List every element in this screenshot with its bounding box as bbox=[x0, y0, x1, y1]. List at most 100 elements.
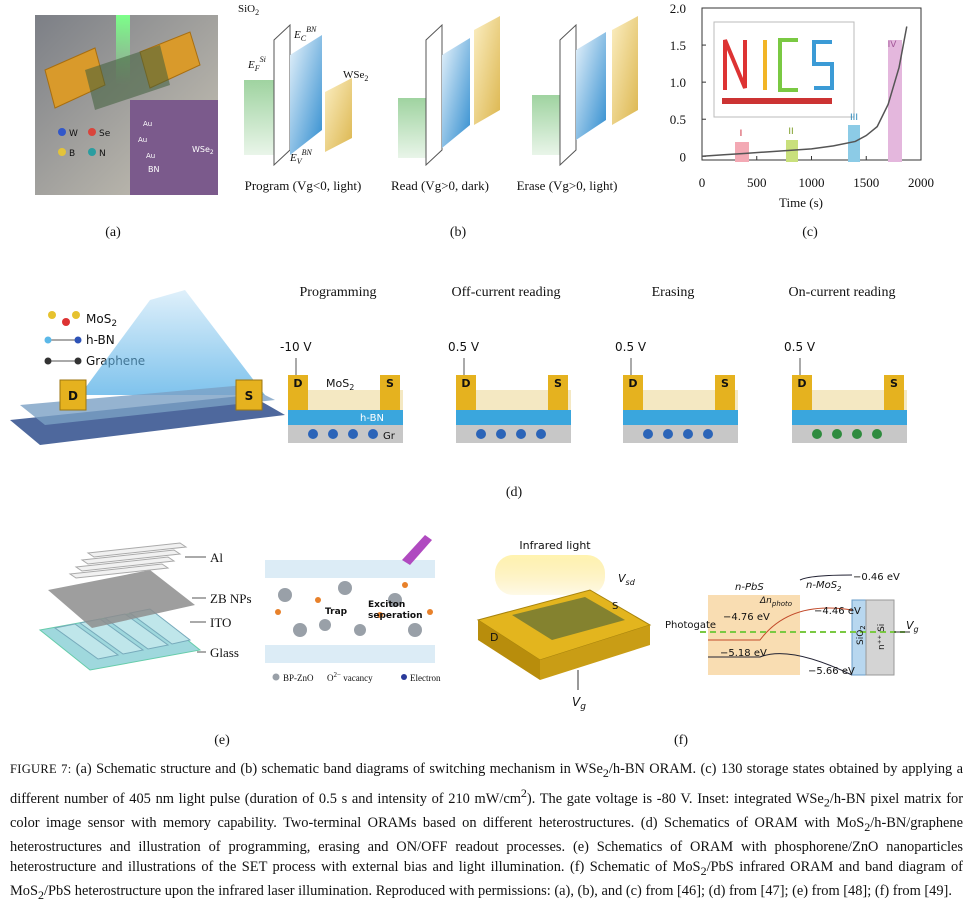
contact bbox=[548, 375, 568, 410]
contact-label: D bbox=[68, 389, 78, 403]
layer-label-part: 2 bbox=[349, 383, 354, 392]
annotation: Trap bbox=[325, 607, 348, 617]
panel-label: (c) bbox=[802, 225, 818, 240]
legend-dot bbox=[58, 148, 66, 156]
contact-label: D bbox=[293, 377, 302, 390]
y-tick-label: 1.0 bbox=[670, 75, 686, 90]
nanoparticles bbox=[48, 570, 195, 628]
band-label: n⁺⁺ Si bbox=[877, 624, 887, 650]
light-cone bbox=[80, 290, 265, 395]
caption-label: FIGURE 7: bbox=[10, 762, 76, 776]
region bbox=[888, 40, 902, 162]
carrier bbox=[516, 429, 526, 439]
light-beam bbox=[402, 535, 432, 565]
carrier bbox=[872, 429, 882, 439]
panel-c: I II III IV Time (s) (c) 0 500 1000 1500 200… bbox=[670, 1, 934, 240]
annotation: Exciton seperation bbox=[368, 600, 423, 621]
panel-b: SiO2 EFSi ECBN WSe2 EVBN Program (Vg<0, … bbox=[238, 3, 638, 240]
stage-voltage: 0.5 V bbox=[448, 340, 480, 354]
band-line bbox=[708, 653, 853, 676]
band-label: −5.18 eV bbox=[720, 648, 767, 659]
pbs-region bbox=[708, 595, 800, 675]
band-label: ECBN bbox=[293, 25, 317, 43]
y-tick-label: 0 bbox=[680, 149, 687, 164]
inset-letter bbox=[723, 39, 747, 90]
contact-label: S bbox=[721, 377, 729, 390]
band-label: Vg bbox=[906, 619, 919, 634]
band bbox=[474, 16, 500, 125]
legend-label: N bbox=[99, 149, 106, 159]
contact bbox=[59, 379, 87, 411]
particles bbox=[278, 581, 422, 637]
x-tick-label: 2000 bbox=[908, 175, 934, 190]
layer-label: h-BN bbox=[360, 413, 384, 424]
stage-title: On-current reading bbox=[789, 285, 896, 300]
ir-light bbox=[495, 555, 605, 595]
carrier bbox=[368, 429, 378, 439]
contact-label: S bbox=[245, 389, 254, 403]
contact bbox=[380, 375, 400, 410]
contact-label: S bbox=[386, 377, 394, 390]
annotation: Vg bbox=[572, 695, 586, 712]
contact-label: D bbox=[628, 377, 637, 390]
legend-dot bbox=[401, 674, 407, 680]
band-line bbox=[708, 607, 853, 641]
figure: W Se B N Au Au Au WSe2 BN (a) SiO2 EFSi … bbox=[10, 1, 934, 748]
caption-normal: /h-BN pixel matrix for color image senso… bbox=[10, 790, 963, 831]
carrier bbox=[663, 429, 673, 439]
contact bbox=[456, 375, 476, 410]
layer-hbn bbox=[792, 410, 907, 425]
legend-atom bbox=[44, 336, 52, 344]
stage-title: Erasing bbox=[652, 285, 695, 300]
panel-d: MoS2 h-BN Graphene D S (d) Programming-1… bbox=[10, 285, 907, 500]
legend-atom bbox=[44, 357, 52, 365]
ito-stripes bbox=[53, 608, 192, 660]
legend-dot bbox=[88, 148, 96, 156]
data-line bbox=[701, 26, 908, 158]
carrier bbox=[703, 429, 713, 439]
si bbox=[865, 599, 895, 676]
y-tick-label: 1.5 bbox=[670, 38, 686, 53]
band-label: n-MoS2 bbox=[806, 580, 842, 593]
x-tick-label: 1500 bbox=[853, 175, 879, 190]
panel-a: W Se B N Au Au Au WSe2 BN (a) bbox=[35, 15, 218, 240]
band-label: −4.46 eV bbox=[814, 606, 861, 617]
device bbox=[478, 620, 540, 680]
band bbox=[532, 95, 560, 155]
band-label: Δnphoto bbox=[759, 596, 792, 608]
y-tick-label: 2.0 bbox=[670, 1, 686, 16]
layer-mos2 bbox=[792, 390, 907, 410]
band-label: Photogate bbox=[665, 620, 716, 631]
panel-label: (a) bbox=[105, 225, 121, 240]
x-tick-label: 500 bbox=[747, 175, 767, 190]
band-label: −0.46 eV bbox=[853, 572, 900, 583]
legend-label: B bbox=[69, 149, 75, 159]
layer-hbn bbox=[623, 410, 738, 425]
substrate-gr bbox=[623, 425, 738, 443]
legend-dot bbox=[88, 128, 96, 136]
carrier bbox=[536, 429, 546, 439]
panel-f: Infrared light Vsd S D Vg n-PbS n-MoS2 −… bbox=[476, 539, 919, 748]
contact bbox=[623, 375, 643, 410]
al-stripes bbox=[68, 542, 188, 579]
band-label: SiO2 bbox=[238, 3, 259, 17]
panel-label: (b) bbox=[450, 225, 467, 240]
carrier bbox=[328, 429, 338, 439]
band bbox=[398, 98, 426, 158]
carrier bbox=[308, 429, 318, 439]
panel-e: Al ZB NPs ITO Glass Trap Exciton seperati… bbox=[38, 535, 441, 748]
legend-label: h-BN bbox=[86, 333, 115, 347]
region-label: I bbox=[740, 129, 743, 139]
carrier bbox=[643, 429, 653, 439]
annotation: Vsd bbox=[618, 572, 636, 587]
layer-label: Gr bbox=[383, 431, 396, 442]
caption-normal: (a) Schematic structure and (b) schemati… bbox=[75, 761, 603, 777]
inset-label: BN bbox=[148, 165, 159, 174]
legend-atom bbox=[48, 311, 56, 319]
layer-label: Al bbox=[210, 550, 223, 565]
figure-caption: FIGURE 7: (a) Schematic structure and (b… bbox=[10, 759, 963, 905]
caption-sub: 2 bbox=[700, 864, 707, 879]
caption-normal: /PbS infrared ORAM and band diagram of M… bbox=[10, 859, 963, 900]
band bbox=[244, 80, 274, 155]
